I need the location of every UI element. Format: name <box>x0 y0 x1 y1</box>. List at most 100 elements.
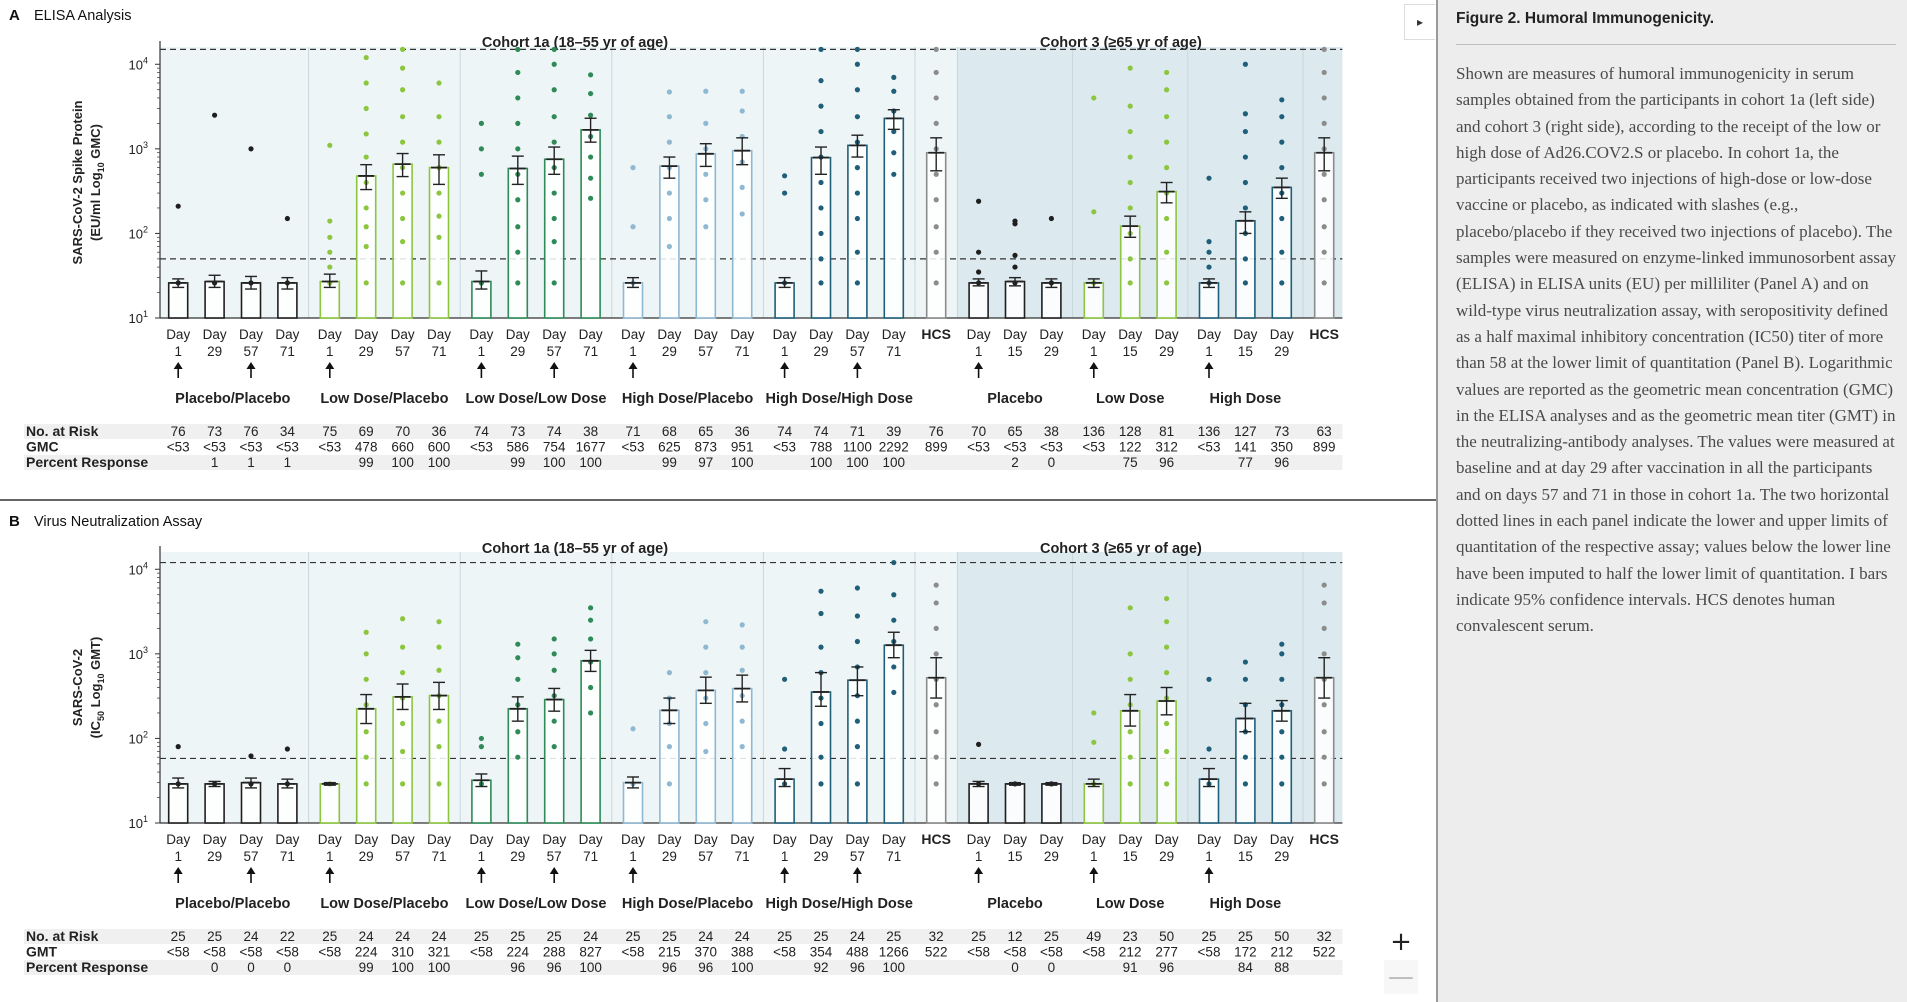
data-point <box>1321 69 1327 76</box>
table-cell: 354 <box>810 945 833 960</box>
group-label: High Dose/Placebo <box>622 896 753 912</box>
group-label: Low Dose <box>1096 391 1164 407</box>
data-point <box>818 46 824 52</box>
data-point <box>1127 154 1133 160</box>
table-cell: 100 <box>391 455 414 470</box>
summary-table: No. at Risk 76 73 76 34 75 69 70 36 74 73 74 38 71 68 6… <box>24 423 1343 470</box>
x-tick-label: 1 <box>1090 344 1098 359</box>
x-tick-label: 29 <box>1274 849 1289 864</box>
group-2: Day 1 Day 29 Day 57 Day 71 Low Dose/Low Dose <box>466 46 607 407</box>
table-cell: 2 <box>1011 455 1019 470</box>
bar <box>695 153 717 319</box>
injection-arrow-head <box>1089 362 1099 369</box>
x-tick-day: Day <box>579 832 603 847</box>
panel-letter: A <box>9 7 20 24</box>
data-point <box>818 610 824 617</box>
table-cell: 788 <box>810 440 833 455</box>
y-tick-base: 10 <box>129 731 143 746</box>
caption-text: Shown are measures of humoral immunogeni… <box>1456 64 1896 636</box>
data-point <box>1321 600 1327 606</box>
data-point <box>551 239 557 245</box>
data-point <box>327 142 333 148</box>
y-tick-exponent: 1 <box>143 814 148 824</box>
table-cell: 96 <box>1159 960 1174 975</box>
data-point <box>703 171 709 177</box>
x-tick-label: HCS <box>1309 326 1339 342</box>
x-tick-label: 57 <box>547 344 562 359</box>
bar <box>1083 783 1105 824</box>
table-cell: 70 <box>395 424 410 439</box>
zoom-in-button[interactable]: + <box>1384 925 1418 959</box>
data-point <box>478 744 484 750</box>
collapse-caption-button[interactable]: ▸ <box>1404 4 1435 40</box>
x-tick-label: 15 <box>1123 849 1138 864</box>
zoom-out-button[interactable]: — <box>1384 960 1418 994</box>
data-point <box>1206 676 1212 682</box>
panel-divider[interactable] <box>1436 0 1438 1002</box>
data-point <box>478 171 484 177</box>
x-tick-label: 71 <box>735 344 750 359</box>
data-point <box>400 139 406 145</box>
bar <box>1041 783 1062 824</box>
x-tick-day: Day <box>1082 832 1106 847</box>
group-7: Day 1 Day 15 Day 29 Low Dose <box>1082 65 1179 407</box>
x-tick-day: Day <box>318 832 342 847</box>
x-tick-day: Day <box>809 832 833 847</box>
bar <box>1198 282 1220 319</box>
table-cell: 100 <box>846 455 869 470</box>
table-cell: 96 <box>850 960 865 975</box>
data-point <box>782 173 788 179</box>
table-cell: 36 <box>431 424 446 439</box>
bar <box>883 644 905 824</box>
data-point <box>1164 595 1170 602</box>
table-cell: <53 <box>1004 440 1027 455</box>
table-cell: 77 <box>1238 455 1253 470</box>
group-label: Low Dose <box>1096 896 1164 912</box>
bar <box>968 783 989 824</box>
data-point <box>1279 249 1285 255</box>
table-cell: 88 <box>1274 960 1289 975</box>
table-cell: <58 <box>773 945 796 960</box>
y-label-part: GMC) <box>88 124 103 162</box>
data-point <box>933 46 939 52</box>
x-tick-label: 29 <box>359 849 374 864</box>
x-tick-day: Day <box>506 832 530 847</box>
table-cell: 212 <box>1271 945 1294 960</box>
data-point <box>588 684 594 691</box>
table-cell: 74 <box>474 424 490 439</box>
data-point <box>630 224 636 230</box>
data-point <box>1242 754 1248 760</box>
injection-arrow-head <box>974 867 984 874</box>
data-point <box>436 234 442 240</box>
data-point <box>703 644 709 650</box>
data-point <box>175 744 181 750</box>
data-point <box>854 87 861 93</box>
table-cell: 76 <box>171 424 186 439</box>
bar <box>847 144 868 319</box>
x-tick-label: 29 <box>1159 344 1174 359</box>
data-point <box>363 754 369 760</box>
data-point <box>1279 280 1285 286</box>
data-point <box>666 670 673 676</box>
x-tick-label: 71 <box>735 849 750 864</box>
data-point <box>1321 781 1327 787</box>
data-point <box>400 87 406 93</box>
x-tick-day: Day <box>1082 327 1106 342</box>
data-point <box>1164 69 1170 76</box>
injection-arrow-head <box>780 867 790 874</box>
bar <box>543 698 565 824</box>
table-cell: 49 <box>1086 929 1101 944</box>
data-point <box>818 720 824 727</box>
x-tick-day: Day <box>730 832 754 847</box>
x-tick-day: Day <box>1039 832 1063 847</box>
x-tick-day: Day <box>579 327 603 342</box>
data-point <box>478 120 484 126</box>
data-point <box>703 224 709 230</box>
x-tick-label: 1 <box>975 344 983 359</box>
data-point <box>436 190 442 196</box>
data-point <box>1127 605 1133 611</box>
table-cell: 96 <box>1274 455 1289 470</box>
x-tick-day: Day <box>275 832 299 847</box>
data-point <box>436 781 442 787</box>
